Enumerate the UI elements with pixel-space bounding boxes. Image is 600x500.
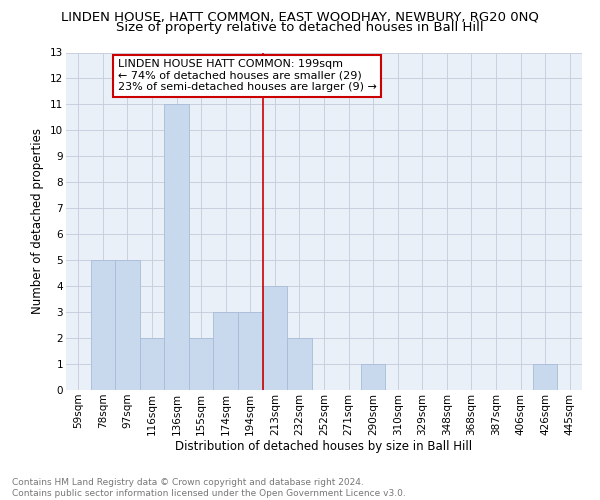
Text: Contains HM Land Registry data © Crown copyright and database right 2024.
Contai: Contains HM Land Registry data © Crown c… (12, 478, 406, 498)
Text: LINDEN HOUSE, HATT COMMON, EAST WOODHAY, NEWBURY, RG20 0NQ: LINDEN HOUSE, HATT COMMON, EAST WOODHAY,… (61, 11, 539, 24)
Text: LINDEN HOUSE HATT COMMON: 199sqm
← 74% of detached houses are smaller (29)
23% o: LINDEN HOUSE HATT COMMON: 199sqm ← 74% o… (118, 59, 376, 92)
Bar (91, 260, 115, 390)
Bar (533, 364, 557, 390)
Bar (115, 260, 140, 390)
Bar (214, 312, 238, 390)
X-axis label: Distribution of detached houses by size in Ball Hill: Distribution of detached houses by size … (175, 440, 473, 454)
Bar (189, 338, 214, 390)
Bar (263, 286, 287, 390)
Bar (140, 338, 164, 390)
Bar (238, 312, 263, 390)
Bar (361, 364, 385, 390)
Bar (164, 104, 189, 390)
Bar (287, 338, 312, 390)
Text: Size of property relative to detached houses in Ball Hill: Size of property relative to detached ho… (116, 22, 484, 35)
Y-axis label: Number of detached properties: Number of detached properties (31, 128, 44, 314)
